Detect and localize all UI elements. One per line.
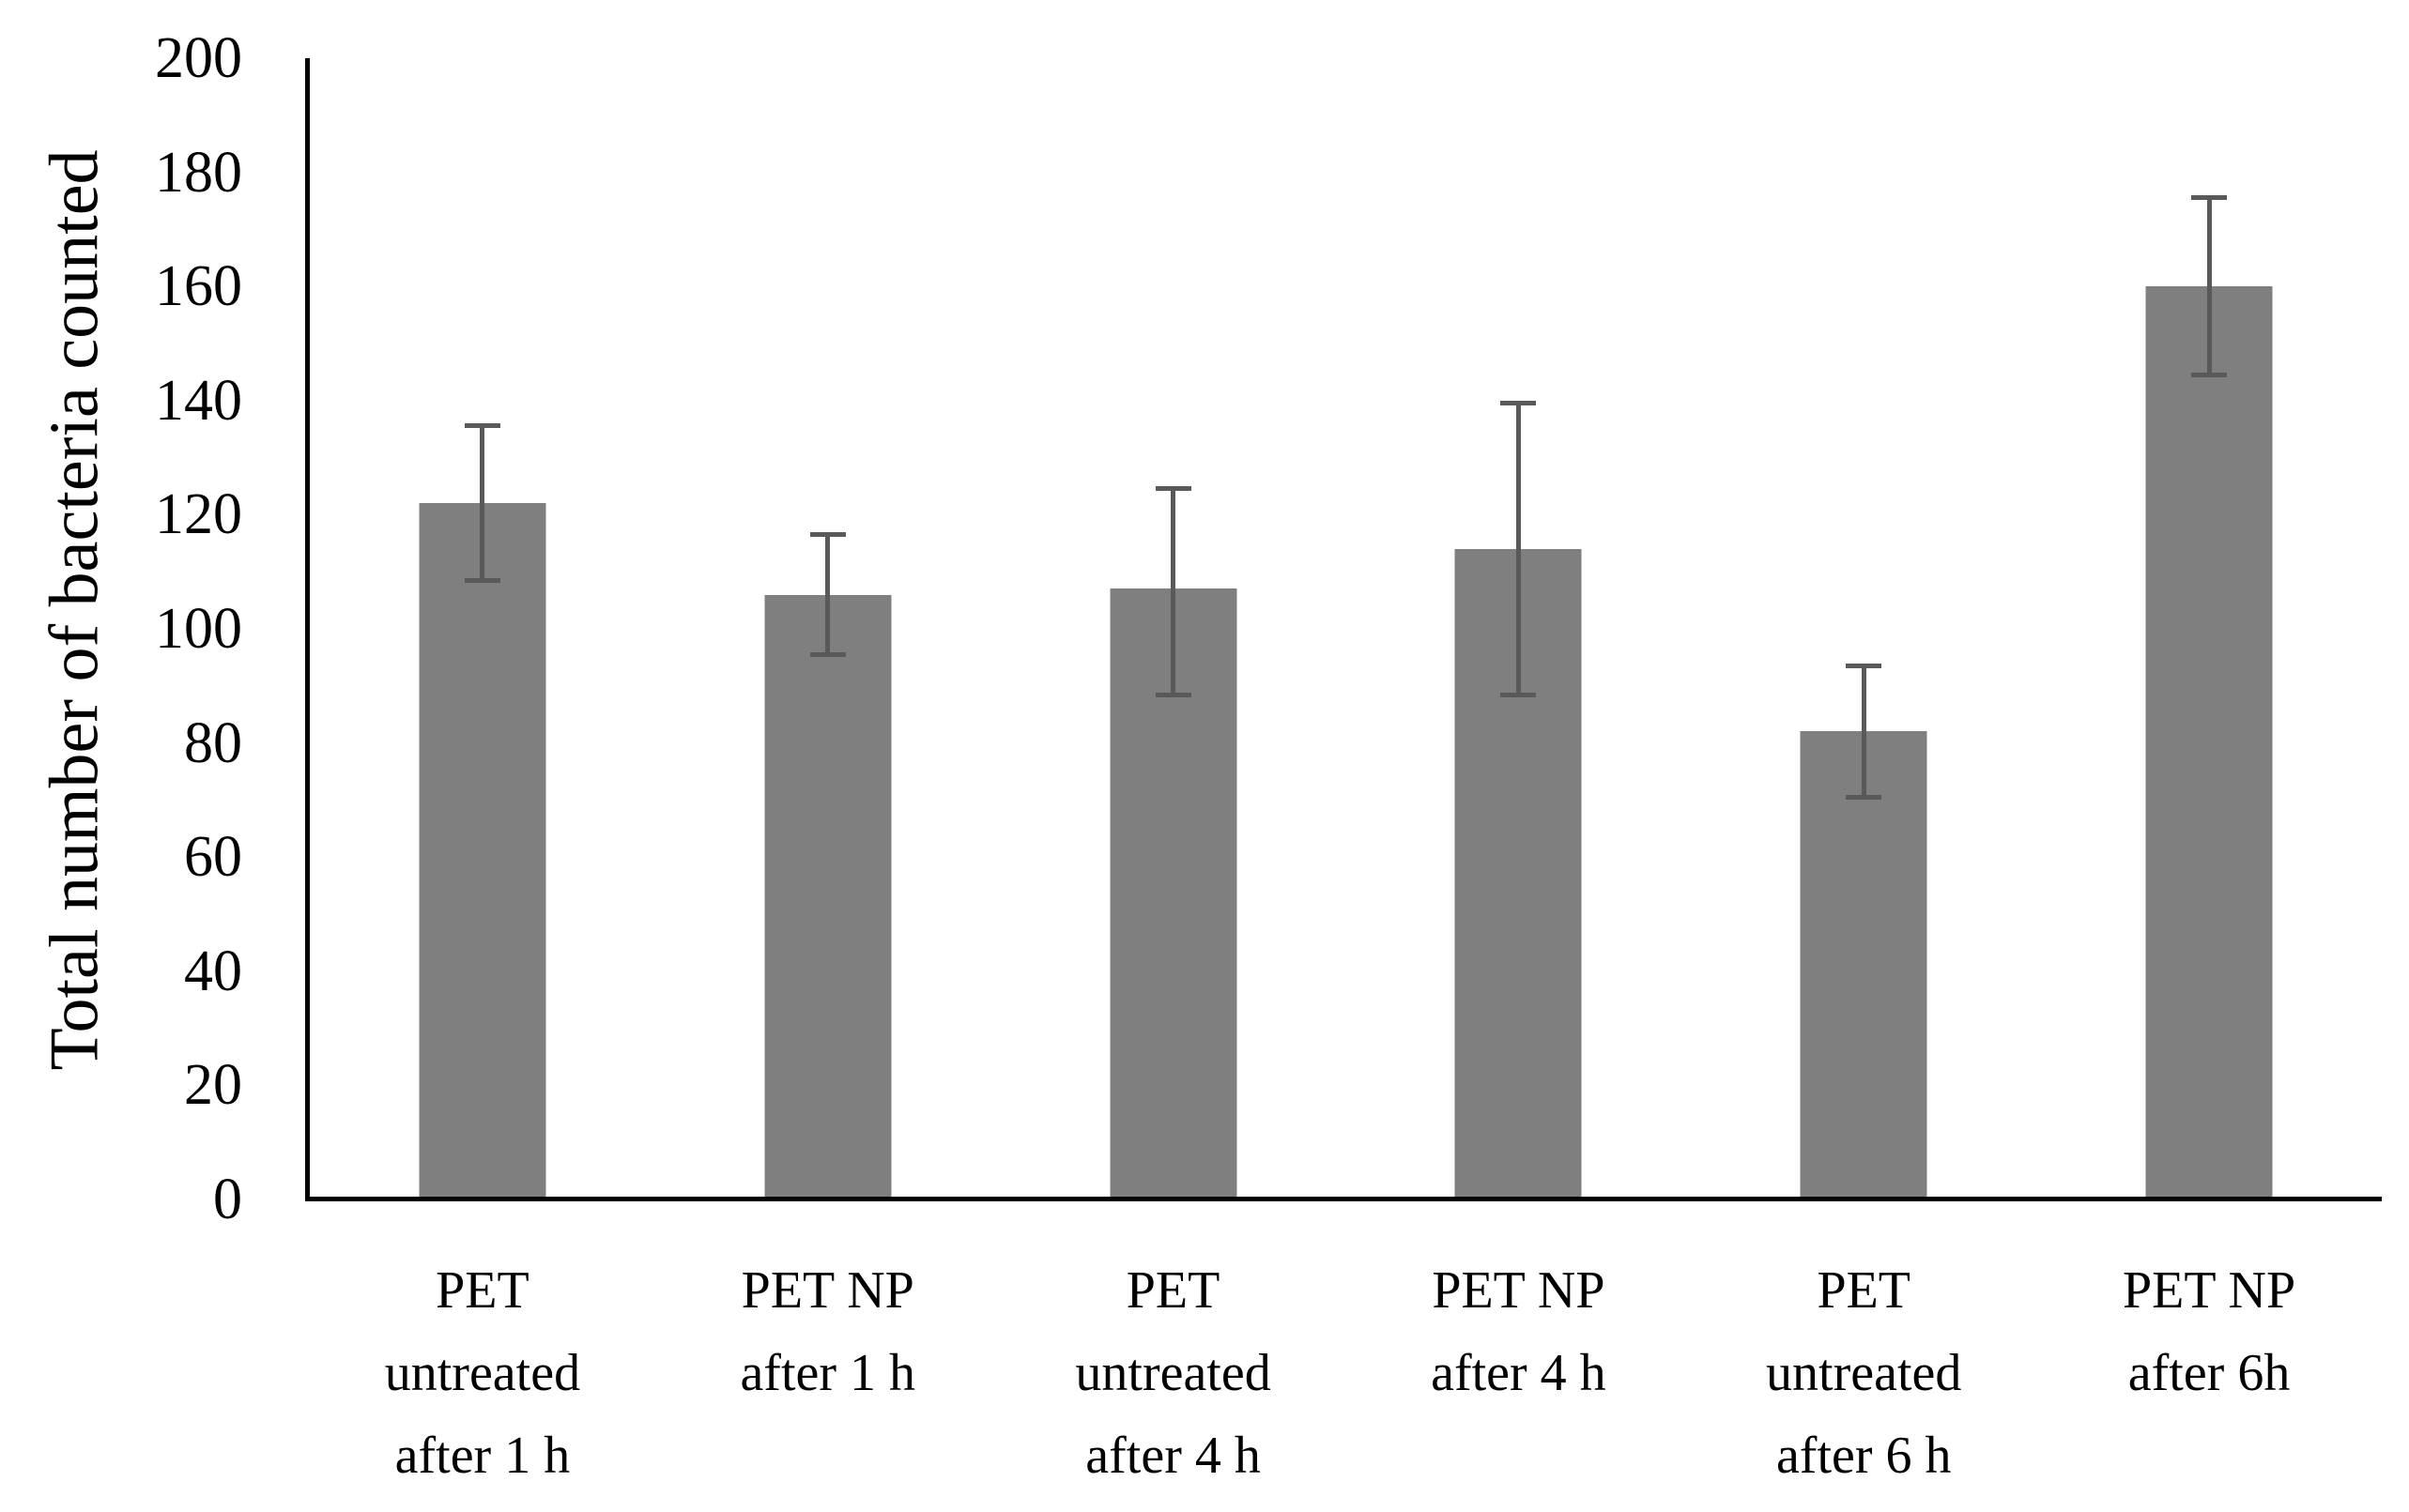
- x-axis-category-label-line: PET: [1817, 1261, 1910, 1320]
- error-bar-bottom-cap: [464, 578, 500, 584]
- x-axis-category-labels: PET untreated after 1 h PET NP after 1 h PET u…: [310, 1249, 2382, 1497]
- y-tick-label: 200: [155, 26, 242, 90]
- bar-slot: [1691, 58, 2036, 1199]
- y-tick-label: 60: [184, 825, 242, 890]
- error-bar-bottom-cap: [2191, 373, 2228, 378]
- y-tick-label: 120: [155, 482, 242, 547]
- y-tick-label: 180: [155, 140, 242, 205]
- x-axis-category-label-line: after 4 h: [1431, 1344, 1606, 1402]
- x-axis-category-label-line: after 1 h: [740, 1344, 916, 1402]
- bar-slot: [1345, 58, 1691, 1199]
- error-bar: [809, 531, 846, 658]
- error-bar-bottom-cap: [809, 652, 846, 658]
- x-axis-category-label-line: PET NP: [1432, 1261, 1605, 1320]
- error-bar-line: [2206, 194, 2212, 378]
- x-axis-category-label-line: untreated: [1075, 1344, 1271, 1402]
- error-bar-line: [825, 531, 831, 658]
- x-axis-category-label: PET untreated after 1 h: [310, 1249, 655, 1497]
- y-tick-label: 40: [184, 939, 242, 1003]
- error-bar-line: [1515, 400, 1521, 697]
- error-bar-top-cap: [809, 531, 846, 537]
- bar: [2145, 286, 2273, 1199]
- error-bar: [2191, 194, 2228, 378]
- y-axis-line: [305, 58, 310, 1201]
- error-bar-line: [1861, 663, 1866, 801]
- error-bar-top-cap: [1155, 486, 1191, 492]
- x-axis-category-label-line: untreated: [384, 1344, 581, 1402]
- x-axis-category-label: PET NP after 6h: [2036, 1249, 2382, 1497]
- error-bar-bottom-cap: [1155, 692, 1191, 697]
- x-axis-category-label-line: after 6 h: [1775, 1427, 1952, 1485]
- plot-area: [305, 58, 2382, 1201]
- x-axis-category-label-line: PET NP: [741, 1261, 914, 1320]
- y-tick-label: 20: [184, 1053, 242, 1118]
- bar-slot: [2036, 58, 2382, 1199]
- y-tick-label: 0: [213, 1168, 242, 1231]
- x-axis-line: [305, 1197, 2382, 1201]
- x-axis-category-label: PET NP after 4 h: [1345, 1249, 1691, 1497]
- x-axis-category-label-line: after 1 h: [394, 1427, 571, 1485]
- x-axis-category-label: PET NP after 1 h: [655, 1249, 1001, 1497]
- bar-slot: [310, 58, 655, 1199]
- error-bar-top-cap: [1846, 663, 1882, 668]
- x-axis-category-label-line: after 6h: [2127, 1344, 2291, 1402]
- bar: [1800, 731, 1927, 1199]
- bars-container: [310, 58, 2382, 1199]
- bar-slot: [655, 58, 1001, 1199]
- error-bar-top-cap: [464, 423, 500, 429]
- error-bar-bottom-cap: [1500, 692, 1537, 697]
- x-axis-category-label: PET untreated after 4 h: [1001, 1249, 1346, 1497]
- x-axis-category-label-line: PET: [436, 1261, 529, 1320]
- x-axis-category-label-line: after 4 h: [1085, 1427, 1261, 1485]
- error-bar-top-cap: [2191, 194, 2228, 200]
- bar: [419, 503, 546, 1199]
- x-axis-category-label: PET untreated after 6 h: [1691, 1249, 2036, 1497]
- error-bar-bottom-cap: [1846, 795, 1882, 801]
- error-bar: [464, 423, 500, 584]
- error-bar-line: [480, 423, 485, 584]
- error-bar: [1155, 486, 1191, 697]
- y-tick-label: 140: [155, 368, 242, 433]
- bar-slot: [1001, 58, 1346, 1199]
- x-axis-category-label-line: untreated: [1766, 1344, 1962, 1402]
- x-axis-category-label-line: PET: [1126, 1261, 1220, 1320]
- error-bar: [1846, 663, 1882, 801]
- x-axis-category-label-line: PET NP: [2122, 1261, 2296, 1320]
- y-tick-label: 160: [155, 254, 242, 319]
- error-bar-top-cap: [1500, 400, 1537, 405]
- y-axis-tick-labels: 0 20 40 60 80 100 120 140 160 180 200: [0, 26, 242, 1231]
- error-bar-line: [1171, 486, 1176, 697]
- y-tick-label: 80: [184, 710, 242, 775]
- y-tick-label: 100: [155, 597, 242, 661]
- bar: [764, 594, 892, 1199]
- error-bar: [1500, 400, 1537, 697]
